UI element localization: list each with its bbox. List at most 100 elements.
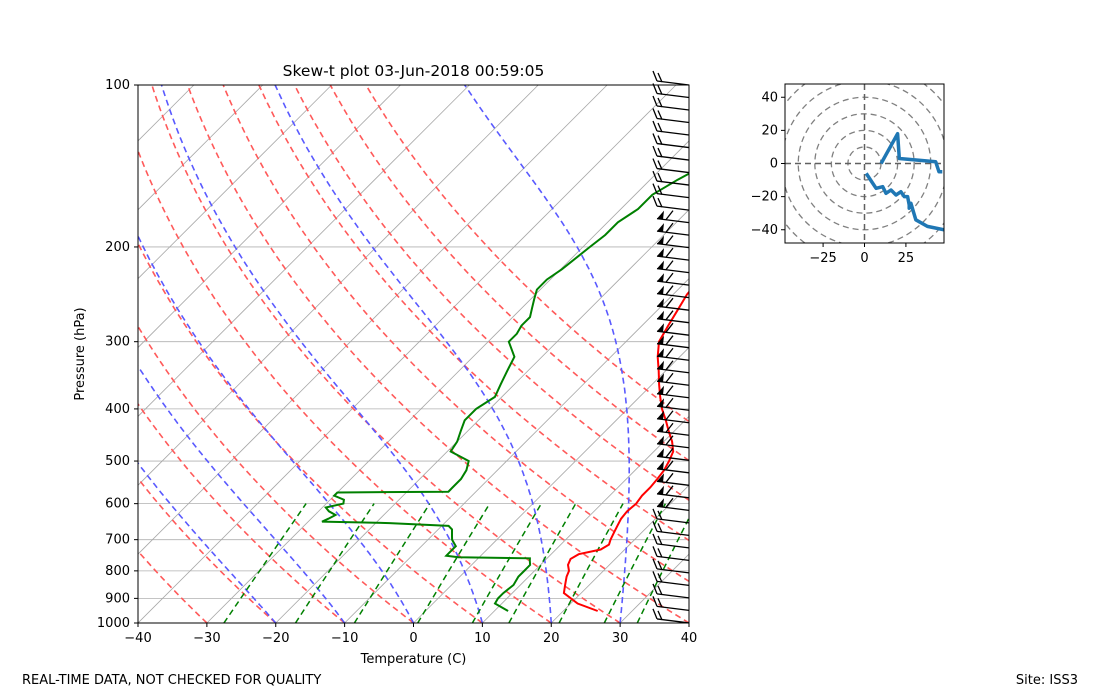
x-tick-label: −30 [193,631,220,646]
hodograph-trace-upper [879,131,943,174]
wind-barb [652,158,690,174]
moist-adiabat-line [160,85,484,623]
y-tick-label: 800 [105,564,130,579]
wind-barb [656,335,690,349]
dry-adiabat-line [138,241,483,623]
moist-adiabat-line [138,461,277,623]
wind-barb [652,546,690,562]
wind-barb [652,120,690,136]
wind-barb [656,322,690,336]
isotherm-line [275,209,689,623]
moist-adiabat-line [464,85,630,623]
wind-barb [652,70,690,86]
hodograph-plot-area [785,84,944,243]
y-tick-label: 1000 [97,616,130,631]
x-tick-label: 10 [474,631,491,646]
hodograph-ring [785,84,944,243]
isotherm-line [138,85,608,555]
dry-adiabat-line [138,148,552,623]
y-tick-label: 700 [105,533,130,548]
wind-barb [652,145,690,161]
isotherm-line [138,85,264,211]
isotherm-line [0,85,56,623]
hodograph-y-tick-label: 40 [761,90,778,105]
wind-barb [656,372,690,386]
dry-adiabat-line [138,402,346,623]
wind-barb [652,195,690,211]
x-tick-label: 30 [612,631,629,646]
dewpoint-profile [321,172,689,612]
wind-barb [652,521,690,536]
moist-adiabat-line [138,234,415,623]
site-label: Site: ISS3 [1015,673,1078,688]
isotherm-line [138,85,195,142]
isotherm-line [619,553,689,623]
dry-adiabat-line [151,85,621,623]
wind-barb [656,410,690,424]
x-tick-label: −10 [331,631,358,646]
wind-barb [656,435,690,449]
x-tick-label: −40 [124,631,151,646]
y-tick-label: 200 [105,240,130,255]
wind-barb [652,108,690,124]
hodograph-y-tick-label: −40 [751,223,778,238]
hodograph-y-tick-label: −20 [751,190,778,205]
dry-adiabat-line [186,85,689,623]
hodograph-x-tick-label: 0 [860,251,868,266]
quality-disclaimer: REAL-TIME DATA, NOT CHECKED FOR QUALITY [22,673,322,688]
wind-barb [652,608,690,624]
wind-barb [656,222,690,236]
moist-adiabat-line [138,364,346,623]
isotherm-line [344,278,689,623]
wind-barb [652,558,690,574]
dry-adiabat-line [138,550,208,623]
x-axis-label: Temperature (C) [360,652,467,667]
y-tick-label: 100 [105,78,130,93]
wind-barb [656,497,690,511]
isotherm-line [688,622,689,623]
isotherm-line [138,85,677,623]
hodograph-y-tick-label: 20 [761,123,778,138]
isotherm-line [206,140,689,623]
wind-barb [652,95,690,111]
x-tick-label: 40 [681,631,698,646]
wind-barb [656,247,690,261]
y-tick-label: 500 [105,454,130,469]
wind-barb [656,447,690,461]
wind-barb [652,596,690,612]
wind-barb [656,385,690,399]
isotherm-line [138,85,332,280]
mixing-ratio-line [223,503,307,623]
x-tick-label: 20 [543,631,560,646]
wind-barb [656,397,690,411]
dry-adiabat-line [329,85,689,462]
wind-barb [656,260,690,274]
wind-barb [652,170,690,186]
wind-barb [656,285,690,299]
isotherm-line [482,415,689,623]
wind-barb [652,571,690,587]
wind-barb [652,83,690,99]
wind-barb [656,235,690,249]
y-tick-label: 400 [105,402,130,417]
moist-adiabat-line [274,85,553,623]
dry-adiabat-line [222,85,689,583]
dry-adiabat-line [258,85,689,542]
mixing-ratio-line [294,503,375,623]
wind-barb [656,297,690,311]
hodograph-x-tick-label: −25 [809,251,836,266]
mixing-ratio-line [353,503,431,623]
dry-adiabat-line [293,85,689,502]
dry-adiabat-line [365,85,689,423]
wind-barb [652,533,690,549]
hodograph-ring [814,113,915,214]
mixing-ratio-line [636,516,689,623]
hodograph-x-tick-label: 25 [898,251,915,266]
hodograph-trace-lower [864,172,944,232]
wind-barb [652,133,690,149]
chart-title: Skew-t plot 03-Jun-2018 00:59:05 [283,62,545,80]
y-axis-label: Pressure (hPa) [73,307,88,400]
wind-barb [652,508,690,524]
wind-barb [656,472,690,486]
